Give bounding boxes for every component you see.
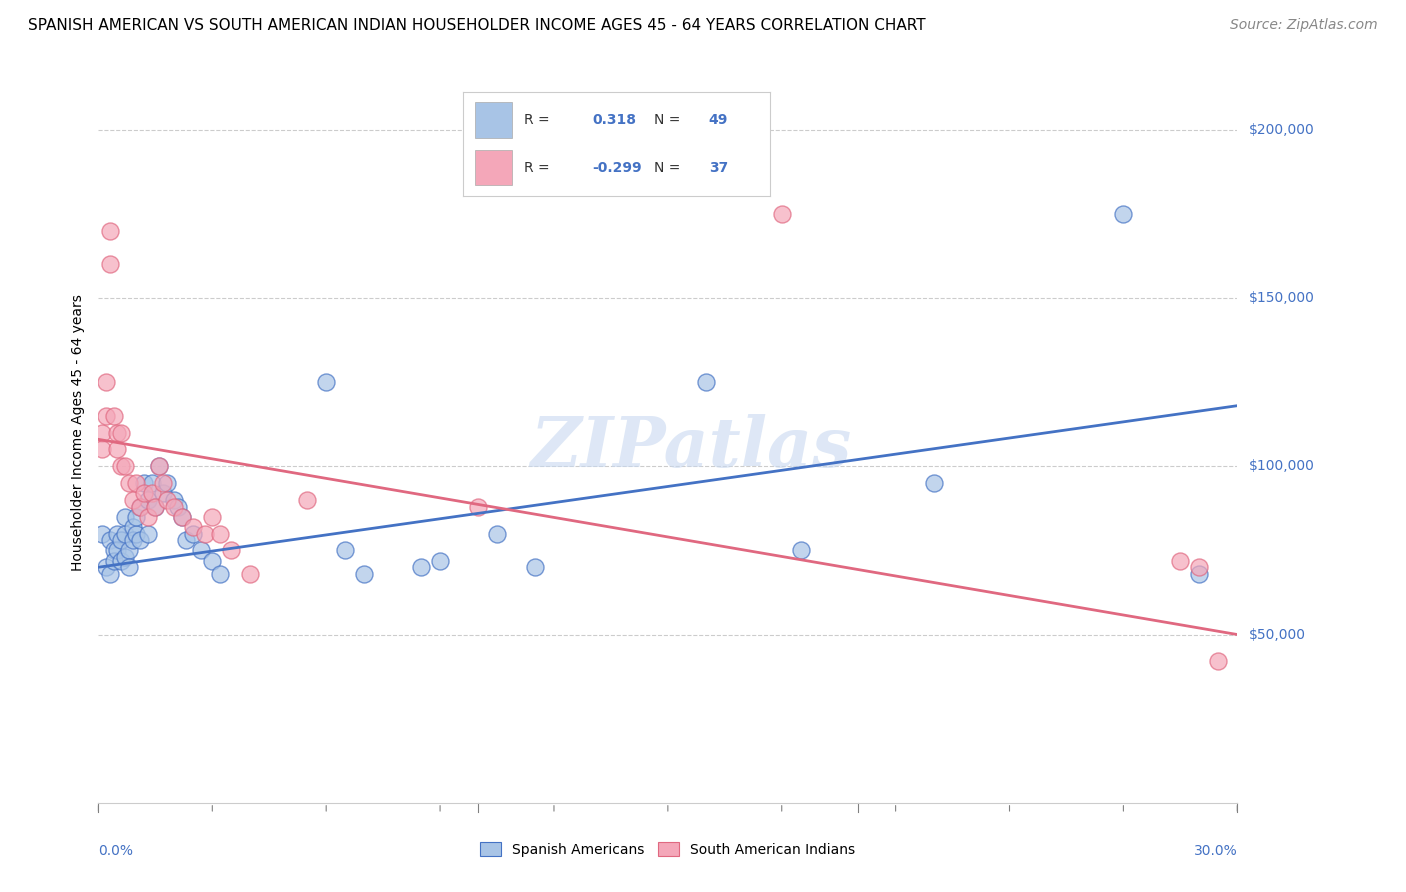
Point [1208,655,1230,669]
Point [1188,566,1211,581]
Point [121,492,143,507]
Point [152,486,174,500]
Point [107,425,129,440]
Point [167,500,190,514]
Point [107,526,129,541]
Point [132,486,155,500]
Point [118,476,141,491]
Point [486,526,509,541]
Point [174,533,197,548]
Point [190,543,212,558]
Point [136,509,159,524]
Point [125,526,148,541]
Point [107,543,129,558]
Point [114,550,136,565]
Point [335,543,357,558]
Point [125,509,148,524]
Point [922,476,945,491]
Point [125,476,148,491]
Point [170,509,193,524]
Point [141,486,163,500]
Point [136,492,159,507]
Point [148,459,170,474]
Text: SPANISH AMERICAN VS SOUTH AMERICAN INDIAN HOUSEHOLDER INCOME AGES 45 - 64 YEARS : SPANISH AMERICAN VS SOUTH AMERICAN INDIA… [28,18,925,33]
Point [208,566,231,581]
Point [201,553,224,567]
Point [156,476,179,491]
Point [1188,560,1211,574]
Point [163,492,186,507]
Point [152,476,174,491]
Text: ZIPatlas: ZIPatlas [530,414,851,481]
Point [129,500,152,514]
Point [110,553,132,567]
Point [194,526,217,541]
Point [770,207,793,221]
Text: 0.0%: 0.0% [98,844,134,857]
Point [1170,553,1192,567]
Point [110,459,132,474]
Point [114,526,136,541]
Point [91,526,114,541]
Point [170,509,193,524]
Point [790,543,813,558]
Point [121,533,143,548]
Point [315,375,337,389]
Point [103,553,125,567]
Point [145,500,167,514]
Point [1112,207,1135,221]
Point [118,543,141,558]
Y-axis label: Householder Income Ages 45 - 64 years: Householder Income Ages 45 - 64 years [70,294,84,571]
Point [467,500,489,514]
Point [98,224,121,238]
Text: Source: ZipAtlas.com: Source: ZipAtlas.com [1230,18,1378,32]
Point [141,476,163,491]
Point [94,409,117,423]
Point [148,459,170,474]
Point [94,560,117,574]
Text: $100,000: $100,000 [1249,459,1315,474]
Point [136,526,159,541]
Point [695,375,717,389]
Point [145,500,167,514]
Text: $50,000: $50,000 [1249,628,1305,641]
Point [129,533,152,548]
Point [103,409,125,423]
Point [208,526,231,541]
Point [107,442,129,457]
Point [156,492,179,507]
Point [98,533,121,548]
Point [98,566,121,581]
Point [94,375,117,389]
Legend: Spanish Americans, South American Indians: Spanish Americans, South American Indian… [475,837,860,863]
Point [201,509,224,524]
Point [114,459,136,474]
Point [132,476,155,491]
Point [239,566,262,581]
Point [429,553,451,567]
Point [129,500,152,514]
Point [353,566,375,581]
Point [183,520,205,534]
Text: $150,000: $150,000 [1249,291,1315,305]
Point [110,425,132,440]
Point [221,543,243,558]
Point [91,425,114,440]
Point [118,560,141,574]
Point [121,520,143,534]
Point [524,560,547,574]
Point [91,442,114,457]
Point [98,257,121,271]
Point [183,526,205,541]
Point [114,509,136,524]
Point [110,533,132,548]
Text: 30.0%: 30.0% [1194,844,1237,857]
Point [103,543,125,558]
Point [411,560,433,574]
Text: $200,000: $200,000 [1249,123,1315,136]
Point [163,500,186,514]
Point [297,492,319,507]
